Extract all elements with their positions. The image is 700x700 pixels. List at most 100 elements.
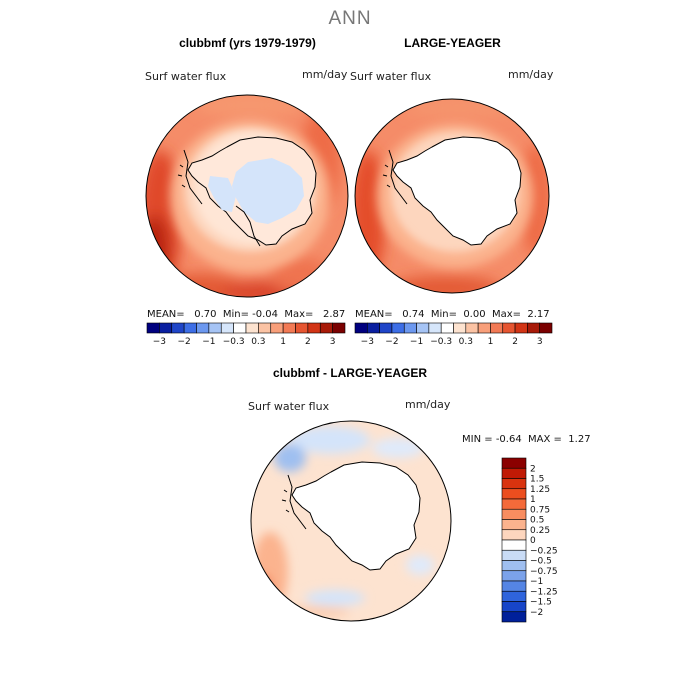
- colorbar-tick-label: 0.3: [251, 337, 265, 347]
- colorbar-swatch: [319, 322, 333, 334]
- colorbar-swatch: [477, 322, 491, 334]
- colorbar-tick-label: 1: [488, 337, 494, 347]
- colorbar-swatch: [501, 519, 527, 531]
- colorbar-model: −3 −2 −1 −0.3 0.3 1 2 3: [146, 322, 346, 347]
- colorbar-swatch: [501, 580, 527, 592]
- colorbar-swatch: [270, 322, 284, 334]
- colorbar-tick-label: −2: [530, 608, 543, 618]
- colorbar-swatch: [171, 322, 185, 334]
- colorbar-swatch: [501, 457, 527, 469]
- colorbar-swatch: [501, 590, 527, 602]
- colorbar-swatch: [539, 322, 553, 334]
- panel-stats-diff: MIN = -0.64 MAX = 1.27: [462, 434, 591, 445]
- polar-map-obs: [354, 98, 550, 294]
- colorbar-swatch: [501, 611, 527, 623]
- colorbar-swatch: [379, 322, 393, 334]
- panel-variable-diff: Surf water flux: [248, 400, 330, 413]
- colorbar-swatch: [403, 322, 417, 334]
- colorbar-swatch: [258, 322, 272, 334]
- colorbar-swatch: [146, 322, 160, 334]
- colorbar-swatch: [501, 488, 527, 500]
- polar-map-model: [145, 94, 349, 298]
- polar-map-diff: [250, 420, 452, 622]
- colorbar-obs: −3 −2 −1 −0.3 0.3 1 2 3: [354, 322, 553, 347]
- colorbar-swatch: [501, 467, 527, 479]
- colorbar-tick-label: −0.3: [223, 337, 245, 347]
- colorbar-tick-label: −3: [361, 337, 374, 347]
- colorbar-tick-label: 0.3: [459, 337, 473, 347]
- colorbar-tick-label: −0.3: [430, 337, 452, 347]
- colorbar-swatch: [501, 498, 527, 510]
- colorbar-tick-label: 0.25: [530, 526, 550, 536]
- colorbar-swatch: [220, 322, 234, 334]
- colorbar-swatch: [367, 322, 380, 334]
- panel-units-diff: mm/day: [405, 398, 451, 411]
- colorbar-tick-label: 3: [537, 337, 543, 347]
- colorbar-tick-label: −1.5: [530, 598, 552, 608]
- colorbar-swatch: [159, 322, 173, 334]
- panel-title-obs: LARGE-YEAGER: [404, 36, 501, 50]
- colorbar-swatch: [501, 539, 527, 551]
- antarctica-diff: [291, 461, 421, 571]
- colorbar-swatch: [440, 322, 454, 334]
- panel-variable-model: Surf water flux: [145, 70, 227, 83]
- colorbar-swatch: [196, 322, 210, 334]
- colorbar-diff: 21.51.2510.750.50.250−0.25−0.5−0.75−1−1.…: [501, 457, 558, 623]
- colorbar-swatch: [428, 322, 442, 334]
- panel-units-model: mm/day: [302, 68, 348, 81]
- colorbar-swatch: [453, 322, 467, 334]
- colorbar-swatch: [501, 570, 527, 582]
- colorbar-tick-label: 0: [530, 536, 536, 546]
- colorbar-swatch: [354, 322, 368, 334]
- colorbar-swatch: [391, 322, 405, 334]
- colorbar-tick-label: −1: [202, 337, 215, 347]
- colorbar-swatch: [514, 322, 528, 334]
- panel-title-model: clubbmf (yrs 1979-1979): [179, 36, 316, 50]
- colorbar-tick-label: −0.5: [530, 557, 552, 567]
- colorbar-tick-label: −1: [410, 337, 423, 347]
- colorbar-swatch: [502, 322, 516, 334]
- colorbar-tick-label: 2: [305, 337, 311, 347]
- colorbar-swatch: [490, 322, 504, 334]
- colorbar-tick-label: −0.75: [530, 567, 558, 577]
- panel-stats-obs: MEAN= 0.74 Min= 0.00 Max= 2.17: [355, 309, 550, 320]
- colorbar-swatch: [465, 322, 479, 334]
- colorbar-swatch: [282, 322, 296, 334]
- colorbar-tick-label: 1: [280, 337, 286, 347]
- colorbar-swatch: [501, 529, 527, 541]
- colorbar-swatch: [501, 508, 527, 520]
- panel-variable-obs: Surf water flux: [350, 70, 432, 83]
- colorbar-swatch: [233, 322, 247, 334]
- colorbar-swatch: [295, 322, 309, 334]
- panel-stats-model: MEAN= 0.70 Min= -0.04 Max= 2.87: [147, 309, 346, 320]
- panel-title-diff: clubbmf - LARGE-YEAGER: [272, 366, 427, 380]
- colorbar-swatch: [245, 322, 259, 334]
- colorbar-swatch: [332, 322, 346, 334]
- colorbar-swatch: [183, 322, 197, 334]
- colorbar-tick-label: 0.5: [530, 516, 544, 526]
- antarctica-obs: [392, 136, 522, 246]
- colorbar-tick-label: 2: [530, 464, 536, 474]
- figure-title: ANN: [328, 8, 372, 29]
- colorbar-tick-label: 0.75: [530, 505, 550, 515]
- colorbar-tick-label: −0.25: [530, 546, 558, 556]
- colorbar-swatch: [501, 601, 527, 613]
- colorbar-swatch: [501, 560, 527, 572]
- colorbar-tick-label: 1.5: [530, 475, 544, 485]
- colorbar-tick-label: −1.25: [530, 587, 558, 597]
- colorbar-tick-label: 3: [330, 337, 336, 347]
- colorbar-swatch: [527, 322, 540, 334]
- colorbar-swatch: [501, 549, 527, 561]
- colorbar-tick-label: 1.25: [530, 485, 550, 495]
- colorbar-tick-label: −1: [530, 577, 543, 587]
- colorbar-swatch: [501, 478, 527, 490]
- colorbar-tick-label: −3: [153, 337, 166, 347]
- colorbar-tick-label: 1: [530, 495, 536, 505]
- panel-units-obs: mm/day: [508, 68, 554, 81]
- colorbar-swatch: [208, 322, 222, 334]
- colorbar-tick-label: 2: [512, 337, 518, 347]
- colorbar-swatch: [416, 322, 430, 334]
- colorbar-tick-label: −2: [177, 337, 190, 347]
- colorbar-tick-label: −2: [385, 337, 398, 347]
